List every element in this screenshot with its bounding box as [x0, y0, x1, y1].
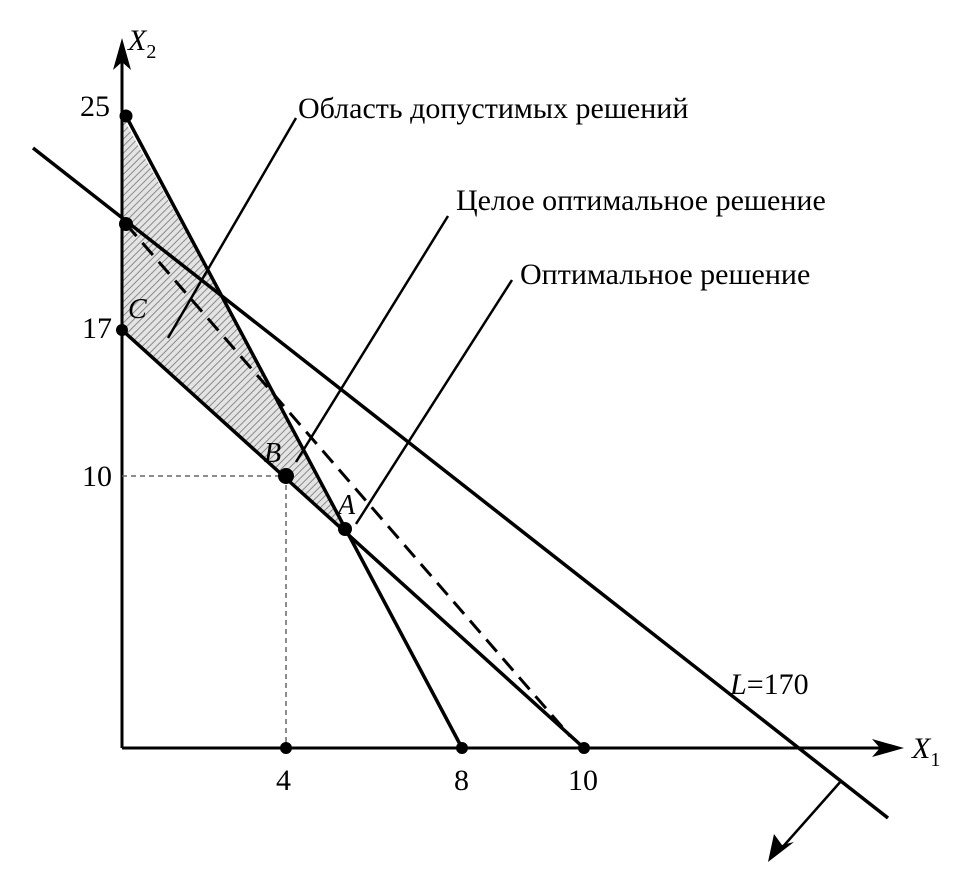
y-tick-10: 10	[82, 460, 112, 493]
label-B: B	[264, 438, 281, 469]
point-x10	[578, 742, 590, 754]
x-tick-4: 4	[276, 764, 291, 797]
gradient-arrow-shaft	[779, 779, 843, 851]
feasible-region-pointer	[166, 117, 298, 339]
constraint-line-1	[124, 115, 464, 749]
integer-optimum-pointer	[294, 215, 450, 463]
point-A	[338, 522, 352, 536]
integer-optimum-annotation: Целое оптимальное решение	[456, 184, 826, 217]
x-tick-10: 10	[568, 764, 598, 797]
optimum-pointer	[354, 279, 514, 525]
objective-line-L170	[31, 146, 890, 820]
point-x8	[456, 742, 468, 754]
point-C	[116, 324, 128, 336]
feasible-region-annotation: Область допустимых решений	[298, 92, 688, 125]
objective-line-dashed	[124, 223, 572, 737]
label-A: A	[336, 490, 356, 521]
x-axis-label: X1	[911, 732, 940, 771]
y-tick-17: 17	[82, 312, 112, 345]
point-y25	[119, 109, 133, 123]
label-C: C	[128, 294, 147, 325]
point-dashed-start	[119, 217, 133, 231]
y-tick-25: 25	[80, 90, 110, 123]
objective-label: L=170	[729, 668, 809, 701]
y-axis-label: X2	[127, 24, 156, 63]
constraint-line-2	[120, 328, 586, 750]
x-tick-8: 8	[454, 764, 469, 797]
x-axis-arrow	[872, 739, 904, 757]
point-x4	[280, 742, 292, 754]
optimum-annotation: Оптимальное решение	[520, 258, 810, 291]
gradient-arrow-head	[768, 834, 794, 862]
point-B	[278, 468, 294, 484]
y-axis-arrow	[113, 38, 131, 70]
